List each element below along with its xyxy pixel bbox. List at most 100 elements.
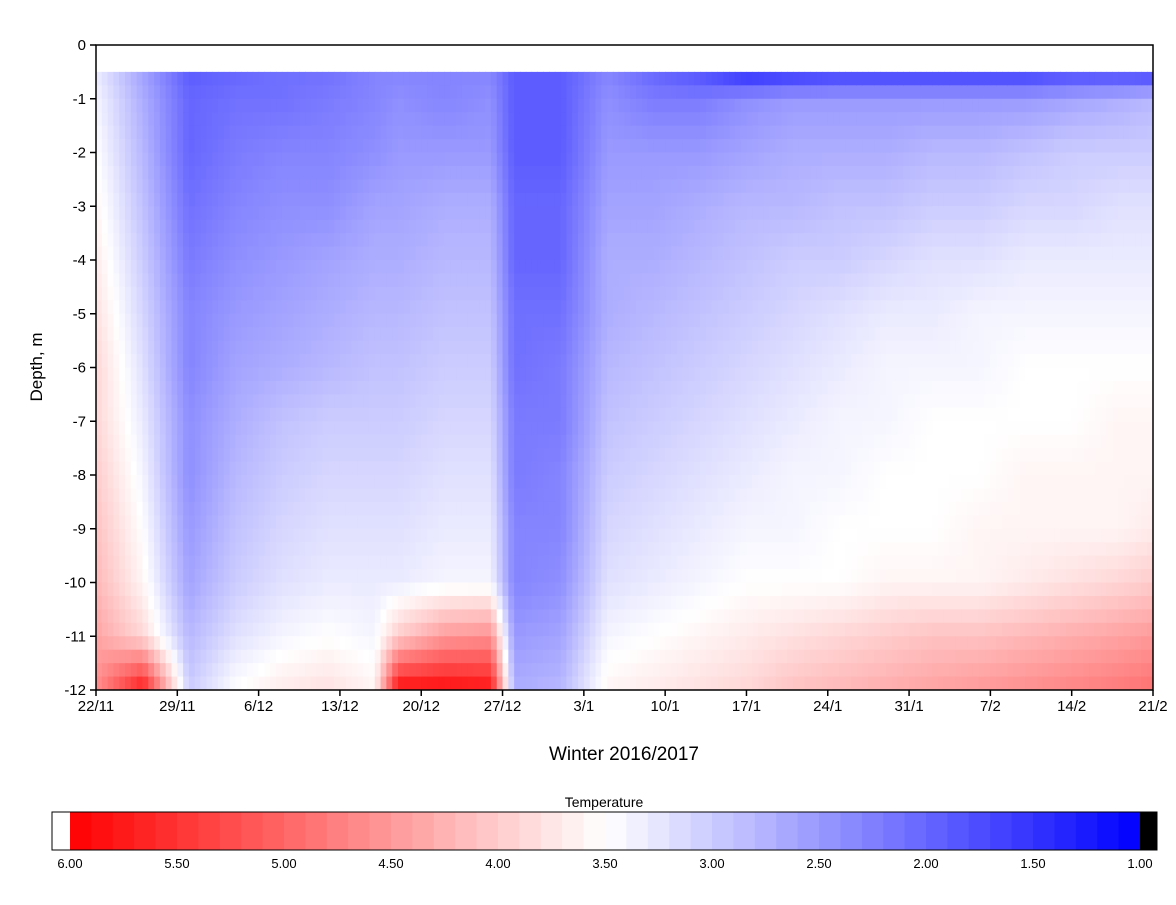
field-cell — [130, 179, 138, 194]
field-cell — [334, 139, 341, 154]
field-cell — [241, 622, 248, 637]
field-cell — [537, 273, 544, 288]
field-cell — [287, 233, 295, 248]
field-cell — [328, 179, 335, 194]
field-cell — [409, 528, 417, 543]
field-cell — [653, 354, 660, 369]
field-cell — [96, 622, 103, 637]
field-cell — [293, 71, 300, 86]
field-cell — [670, 649, 678, 664]
field-cell — [252, 569, 260, 584]
field-cell — [717, 555, 724, 570]
field-cell — [636, 327, 643, 342]
field-cell — [456, 179, 463, 194]
field-cell — [467, 394, 475, 409]
field-cell — [595, 260, 602, 275]
field-cell — [142, 71, 149, 86]
field-cell — [636, 555, 643, 570]
field-cell — [165, 219, 173, 234]
field-cell — [125, 636, 132, 651]
field-cell — [607, 139, 614, 154]
field-cell — [101, 448, 109, 463]
field-cell — [316, 192, 324, 207]
field-cell — [467, 179, 475, 194]
field-cell — [444, 85, 451, 100]
field-cell — [566, 219, 573, 234]
field-cell — [601, 354, 608, 369]
field-cell — [287, 636, 295, 651]
field-cell — [171, 313, 178, 328]
field-cell — [241, 663, 248, 678]
field-cell — [531, 394, 538, 409]
field-cell — [421, 206, 428, 221]
field-cell — [717, 501, 724, 516]
field-cell — [386, 434, 393, 449]
field-cell — [334, 636, 341, 651]
field-cell — [328, 501, 335, 516]
field-cell — [159, 676, 167, 690]
field-cell — [270, 421, 277, 436]
field-cell — [583, 313, 591, 328]
field-cell — [119, 273, 126, 288]
field-cell — [682, 179, 689, 194]
field-cell — [461, 394, 469, 409]
field-cell — [572, 636, 579, 651]
field-cell — [607, 461, 614, 476]
field-cell — [345, 260, 353, 275]
field-cell — [525, 394, 533, 409]
field-cell — [566, 98, 573, 113]
field-cell — [612, 622, 620, 637]
field-cell — [566, 286, 573, 301]
field-cell — [386, 246, 393, 261]
field-cell — [212, 528, 219, 543]
field-cell — [711, 528, 719, 543]
field-cell — [607, 300, 614, 315]
field-cell — [345, 582, 353, 597]
field-cell — [380, 582, 387, 597]
field-cell — [229, 434, 236, 449]
field-cell — [159, 622, 167, 637]
field-cell — [165, 327, 173, 342]
field-cell — [688, 528, 695, 543]
field-cell — [409, 663, 417, 678]
field-cell — [688, 367, 695, 382]
field-cell — [125, 179, 132, 194]
field-cell — [177, 246, 184, 261]
field-cell — [322, 219, 329, 234]
field-cell — [537, 340, 544, 355]
field-cell — [322, 515, 329, 530]
field-cell — [229, 475, 236, 490]
field-cell — [223, 286, 231, 301]
field-cell — [188, 448, 196, 463]
field-cell — [154, 179, 161, 194]
field-cell — [101, 663, 109, 678]
field-cell — [688, 98, 695, 113]
field-cell — [641, 260, 649, 275]
field-cell — [700, 394, 707, 409]
field-cell — [299, 260, 306, 275]
field-cell — [717, 394, 724, 409]
field-cell — [473, 528, 480, 543]
field-cell — [682, 313, 689, 328]
field-cell — [113, 421, 120, 436]
field-cell — [525, 528, 533, 543]
field-cell — [101, 246, 109, 261]
field-cell — [473, 273, 480, 288]
field-cell — [142, 286, 149, 301]
field-cell — [583, 555, 591, 570]
field-cell — [641, 569, 649, 584]
field-cell — [206, 421, 213, 436]
field-cell — [700, 112, 707, 127]
field-cell — [217, 461, 225, 476]
field-cell — [171, 71, 178, 86]
field-cell — [694, 260, 701, 275]
field-cell — [299, 622, 306, 637]
field-cell — [252, 313, 260, 328]
field-cell — [647, 367, 655, 382]
field-cell — [171, 327, 178, 342]
field-cell — [264, 595, 271, 610]
field-cell — [276, 555, 283, 570]
field-cell — [252, 515, 260, 530]
field-cell — [171, 125, 178, 140]
field-cell — [380, 286, 387, 301]
